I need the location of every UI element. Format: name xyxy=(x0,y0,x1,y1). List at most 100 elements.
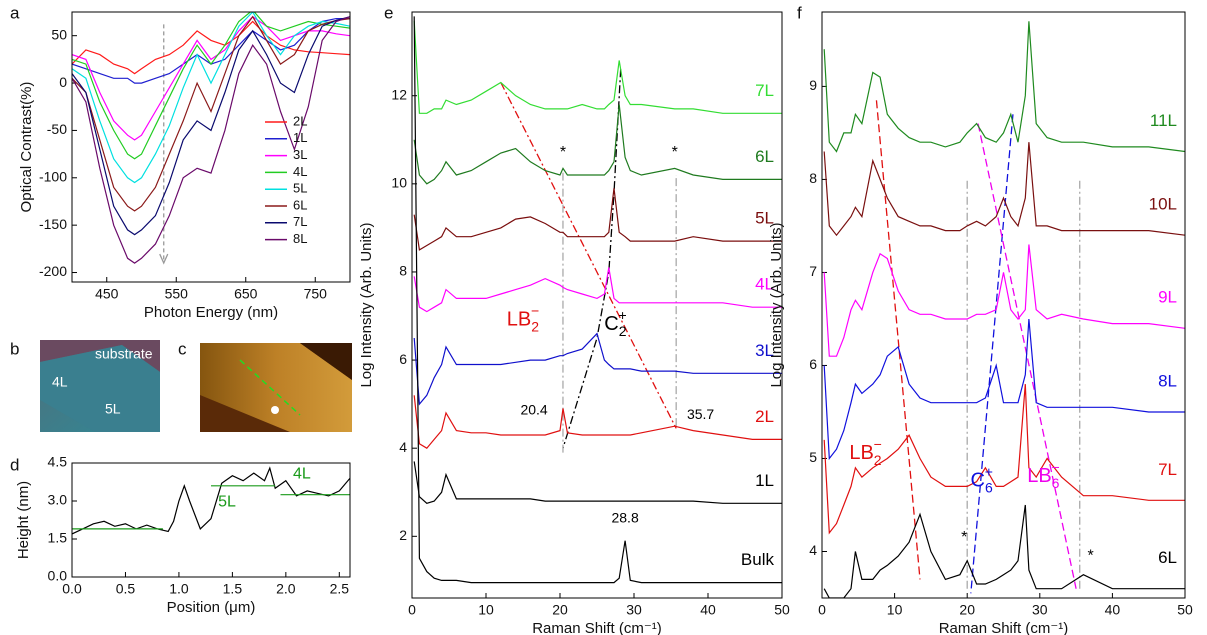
annotation: 35.7 xyxy=(687,406,714,422)
y-tick-label: -200 xyxy=(39,263,67,279)
panel-label: f xyxy=(797,3,802,22)
x-axis-label: Raman Shift (cm⁻¹) xyxy=(532,620,662,635)
y-axis-label: Height (nm) xyxy=(15,481,32,559)
chart-panel: f 0 10 20 30 40 50 4 5 6 7 8 9 Raman Shift (cm⁻¹) Log … xyxy=(768,3,1193,635)
series-line xyxy=(72,18,350,84)
annotation-sup: − xyxy=(1051,459,1059,475)
annotation: LB2− xyxy=(507,302,539,334)
y-tick-label: 6 xyxy=(399,351,407,367)
annotation-sub: 2 xyxy=(531,318,539,334)
series-line xyxy=(413,332,782,406)
x-axis-label: Photon Energy (nm) xyxy=(144,304,278,321)
x-tick-label: 0.5 xyxy=(116,581,136,597)
series-line xyxy=(72,20,350,75)
series-line xyxy=(413,16,782,584)
series-label: Bulk xyxy=(741,550,775,569)
annotation-sub: 2 xyxy=(619,323,627,339)
series-label: 2L xyxy=(755,407,774,426)
x-tick-label: 50 xyxy=(1177,602,1193,618)
plot-frame xyxy=(71,462,351,578)
y-tick-label: 9 xyxy=(809,77,817,93)
panel-label: d xyxy=(10,455,19,474)
y-tick-label: 0.0 xyxy=(48,568,68,584)
annotation: C6+ xyxy=(971,463,993,495)
annotation: 20.4 xyxy=(520,401,547,417)
annotation-base: C xyxy=(971,470,985,492)
annotation-sup: − xyxy=(874,436,882,452)
series-line xyxy=(413,461,782,504)
x-tick-label: 50 xyxy=(774,602,790,618)
x-tick-label: 40 xyxy=(1105,602,1121,618)
annotation-sub: 2 xyxy=(874,452,882,468)
x-tick-label: 650 xyxy=(234,286,258,302)
y-tick-label: 4 xyxy=(399,439,407,455)
series-line xyxy=(823,384,1185,535)
panel-b: b substrate 4L 5L xyxy=(10,339,160,432)
series-label: 6L xyxy=(1158,548,1177,567)
y-tick-label: 5 xyxy=(809,449,817,465)
x-tick-label: 1.5 xyxy=(223,581,243,597)
annotation: 5L xyxy=(218,493,236,510)
series-label: 6L xyxy=(755,147,774,166)
y-tick-label: 3.0 xyxy=(48,492,68,508)
annotation-sup: − xyxy=(531,302,539,318)
annotation-base: LB xyxy=(849,442,873,464)
afm-flake xyxy=(200,343,352,432)
annotation: C2+ xyxy=(604,307,626,339)
y-axis-label: Log Intensity (Arb. Units) xyxy=(358,222,375,387)
x-tick-label: 10 xyxy=(887,602,903,618)
legend-label: 6L xyxy=(293,197,307,212)
annotation-sup: + xyxy=(985,463,993,479)
x-tick-label: 750 xyxy=(304,286,328,302)
legend-label: 4L xyxy=(293,164,307,179)
plot-frame xyxy=(821,11,1186,599)
series-line xyxy=(72,16,350,264)
series-line xyxy=(823,142,1185,237)
legend-label: 2L xyxy=(293,113,307,128)
y-tick-label: 8 xyxy=(809,170,817,186)
annotation-sub: 6 xyxy=(1052,475,1060,491)
panel-label: c xyxy=(178,339,187,358)
annotation: 4L xyxy=(293,466,311,483)
x-tick-label: 0.0 xyxy=(62,581,82,597)
annotation-sub: 6 xyxy=(985,479,993,495)
panel-c: c xyxy=(178,339,352,432)
y-tick-label: 0 xyxy=(59,74,67,90)
y-tick-label: 10 xyxy=(391,175,407,191)
annotation: 28.8 xyxy=(611,509,638,525)
series-line xyxy=(72,12,350,184)
legend-label: 3L xyxy=(293,147,307,162)
series-line xyxy=(72,15,350,141)
x-tick-label: 2.0 xyxy=(276,581,296,597)
x-tick-label: 30 xyxy=(626,602,642,618)
x-axis-label: Raman Shift (cm⁻¹) xyxy=(939,620,1069,635)
series-line xyxy=(413,104,782,185)
annotation-base: LB xyxy=(1027,465,1051,487)
image-label: substrate xyxy=(95,346,153,362)
y-tick-label: 8 xyxy=(399,263,407,279)
y-tick-label: 50 xyxy=(51,26,67,42)
series-line xyxy=(823,318,1185,461)
y-axis-label: Optical Contrast(%) xyxy=(18,82,35,213)
y-tick-label: -100 xyxy=(39,168,67,184)
image-label: 5L xyxy=(105,401,121,417)
annotation-base: LB xyxy=(507,309,531,331)
legend-label: 8L xyxy=(293,231,307,246)
y-tick-label: 4.5 xyxy=(48,454,68,470)
series-label: 9L xyxy=(1158,288,1177,307)
series-label: 11L xyxy=(1150,111,1177,130)
annotation-sup: + xyxy=(619,307,627,323)
x-tick-label: 30 xyxy=(1032,602,1048,618)
guide-line xyxy=(562,69,622,449)
series-line xyxy=(72,16,350,236)
x-tick-label: 450 xyxy=(95,286,119,302)
y-tick-label: -150 xyxy=(39,216,67,232)
x-tick-label: 20 xyxy=(552,602,568,618)
series-line xyxy=(72,15,350,212)
plot-frame xyxy=(411,11,783,599)
substrate-region xyxy=(40,340,160,372)
x-tick-label: 1.0 xyxy=(169,581,189,597)
series-line xyxy=(823,244,1185,357)
